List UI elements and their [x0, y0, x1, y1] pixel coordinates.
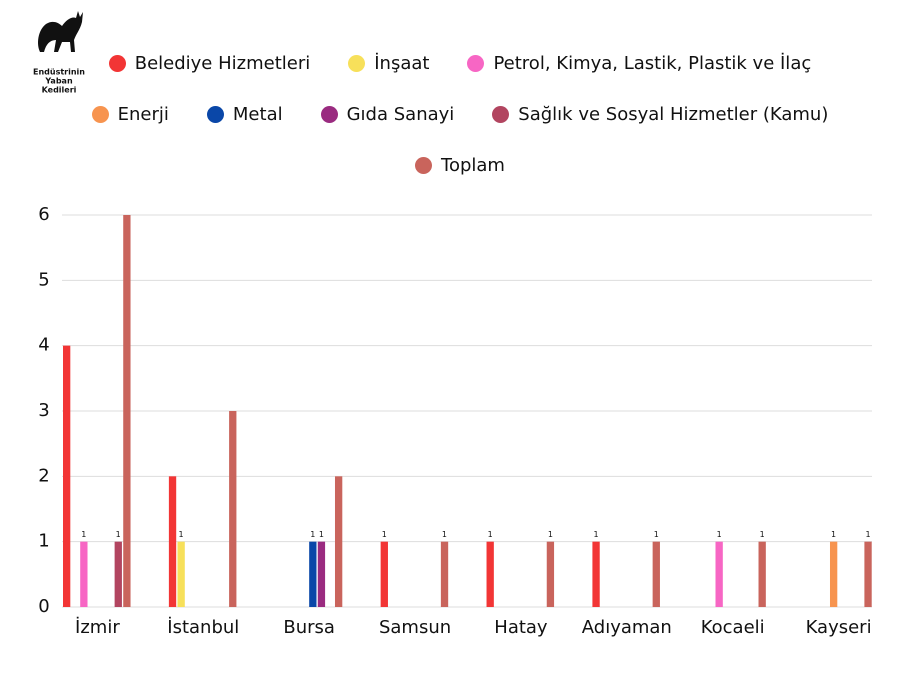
legend-label: Belediye Hizmetleri — [134, 53, 311, 74]
bar — [546, 541, 555, 607]
x-tick-label: İzmir — [75, 617, 120, 638]
y-tick-label: 1 — [38, 531, 49, 552]
bar — [229, 411, 237, 607]
data-label: 1 — [488, 530, 493, 539]
y-tick-label: 0 — [38, 596, 49, 617]
data-label: 1 — [382, 530, 387, 539]
legend-label: Sağlık ve Sosyal Hizmetler (Kamu) — [518, 104, 829, 125]
bar — [864, 541, 872, 607]
data-label: 1 — [760, 530, 765, 539]
bar — [177, 541, 185, 607]
legend-marker — [320, 106, 338, 123]
logo-text: Kedileri — [42, 86, 77, 95]
logo-text: Endüstrinin — [33, 68, 85, 77]
bar — [715, 541, 723, 607]
data-label: 1 — [654, 530, 659, 539]
bar — [168, 476, 177, 607]
x-tick-label: Bursa — [283, 617, 335, 638]
legend: Enerji Metal Gıda Sanayi Sağlık ve Sosyal H… — [60, 104, 860, 125]
bar — [334, 476, 343, 607]
x-tick-label: Adıyaman — [582, 617, 672, 638]
bar — [114, 541, 122, 607]
bar — [592, 541, 600, 607]
bar — [652, 541, 660, 607]
legend-marker — [91, 106, 109, 123]
y-tick-label: 2 — [38, 465, 49, 486]
y-tick-label: 5 — [38, 269, 49, 290]
legend-label: Metal — [232, 104, 283, 125]
data-label: 1 — [116, 530, 121, 539]
data-label: 1 — [179, 530, 184, 539]
data-label: 1 — [831, 530, 836, 539]
bar — [123, 215, 131, 607]
data-label: 1 — [442, 530, 447, 539]
legend-label: Petrol, Kimya, Lastik, Plastik ve İlaç — [493, 53, 812, 74]
legend-marker — [467, 55, 485, 72]
legend-item: Sağlık ve Sosyal Hizmetler (Kamu) — [492, 104, 828, 125]
logo: Endüstrinin Yaban Kedileri — [33, 11, 85, 95]
legend-marker — [108, 55, 126, 72]
data-label: 1 — [717, 530, 722, 539]
data-label: 1 — [319, 530, 324, 539]
legend-label: Toplam — [441, 155, 505, 176]
legend-item: Metal — [206, 104, 283, 125]
legend-item: Gıda Sanayi — [320, 104, 455, 125]
legend-marker — [492, 106, 510, 123]
data-label: 1 — [81, 530, 86, 539]
x-tick-label: Kocaeli — [701, 617, 765, 638]
legend-item: Toplam — [415, 155, 505, 176]
x-tick-label: Hatay — [494, 617, 548, 638]
legend-label: Gıda Sanayi — [346, 104, 455, 125]
legend-label: Enerji — [117, 104, 169, 125]
bar — [317, 541, 326, 607]
legend-item: İnşaat — [348, 53, 429, 74]
legend-item: Enerji — [91, 104, 169, 125]
x-tick-label: İstanbul — [167, 617, 239, 638]
legend: Belediye Hizmetleri İnşaat Petrol, Kimya, … — [60, 53, 860, 74]
legend-marker — [348, 55, 366, 72]
y-tick-label: 6 — [38, 204, 49, 225]
y-tick-label: 3 — [38, 400, 49, 421]
data-label: 1 — [548, 530, 553, 539]
legend-label: İnşaat — [374, 53, 430, 74]
data-label: 1 — [310, 530, 315, 539]
logo-text: Yaban — [44, 77, 73, 86]
data-label: 1 — [865, 530, 870, 539]
bar — [63, 345, 71, 607]
x-tick-label: Samsun — [379, 617, 451, 638]
legend-marker — [206, 106, 224, 123]
bar — [80, 541, 88, 607]
legend-item: Belediye Hizmetleri — [108, 53, 311, 74]
bar — [486, 541, 494, 607]
legend: Toplam — [60, 155, 860, 176]
y-tick-label: 4 — [38, 335, 49, 356]
bar — [380, 541, 388, 607]
bar — [829, 541, 838, 607]
bar — [758, 541, 766, 607]
data-label: 1 — [593, 530, 598, 539]
bar — [309, 541, 317, 607]
bar — [440, 541, 449, 607]
logo-cat — [38, 11, 83, 52]
legend-item: Petrol, Kimya, Lastik, Plastik ve İlaç — [467, 53, 811, 74]
x-tick-label: Kayseri — [806, 617, 872, 638]
legend-marker — [415, 157, 433, 174]
